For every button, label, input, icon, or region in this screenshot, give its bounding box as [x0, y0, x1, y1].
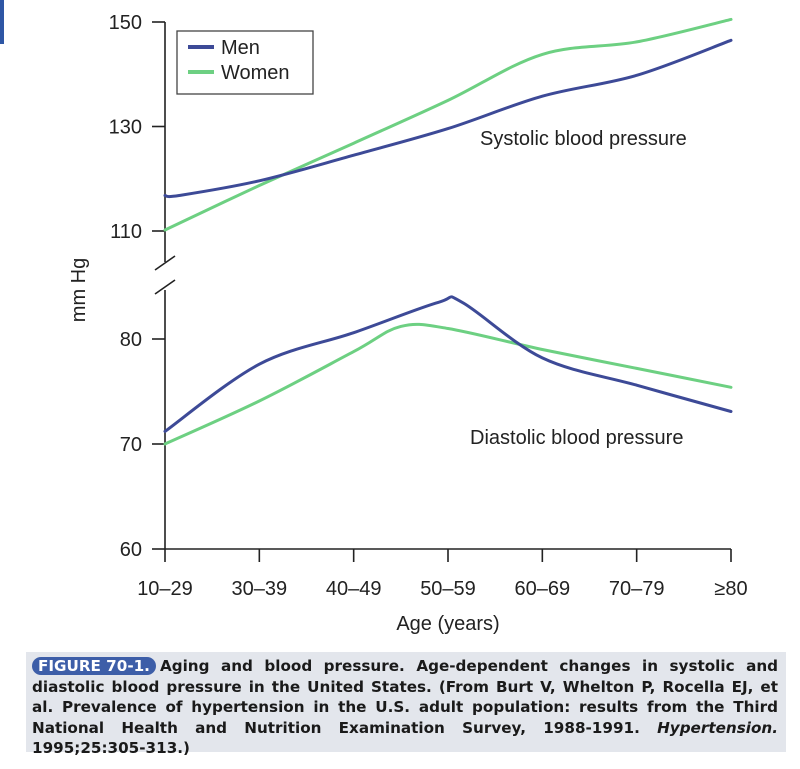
legend-label-women: Women	[221, 62, 290, 84]
diastolic-annotation: Diastolic blood pressure	[470, 427, 683, 449]
y-tick-label: 60	[120, 539, 142, 561]
caption-title: Aging and blood pressure.	[159, 657, 405, 675]
systolic-women-line	[163, 17, 733, 232]
legend-label-men: Men	[221, 37, 260, 59]
systolic-men-line	[163, 38, 733, 199]
x-tick-label: 40–49	[326, 578, 382, 600]
axis-break-mark-2	[154, 279, 176, 295]
systolic-annotation: Systolic blood pressure	[480, 128, 687, 150]
x-tick-label: 50–59	[420, 578, 476, 600]
y-axis-label: mm Hg	[68, 258, 90, 322]
y-tick-label: 110	[110, 221, 142, 243]
x-axis-label: Age (years)	[396, 613, 499, 635]
y-ticks: 150 130 110 80 70 60	[109, 12, 165, 561]
legend-box	[176, 30, 314, 95]
y-tick-label: 70	[120, 434, 142, 456]
annotations: Systolic blood pressure Diastolic blood p…	[470, 128, 687, 449]
y-tick-label: 150	[109, 12, 142, 34]
axis-break-mark-1	[154, 255, 176, 271]
caption-journal: Hypertension.	[657, 718, 778, 737]
x-tick-label: ≥80	[714, 578, 747, 600]
x-tick-label: 70–79	[609, 578, 665, 600]
caption-citation: 1995;25:305-313.)	[32, 739, 190, 757]
figure-label: FIGURE 70-1.	[32, 657, 156, 675]
x-tick-label: 30–39	[232, 578, 288, 600]
figure-caption: FIGURE 70-1. Aging and blood pressure. Ag…	[26, 652, 786, 757]
series-lines	[163, 17, 733, 446]
diastolic-men-line	[163, 295, 733, 433]
x-tick-label: 60–69	[515, 578, 571, 600]
page-edge-marker	[0, 0, 4, 44]
caption-text: Age-dependent changes in systolic and di…	[32, 657, 779, 737]
legend: Men Women	[176, 30, 314, 95]
blood-pressure-chart: 150 130 110 80 70 60 10–29 30–39 40–49 50–59 60–6…	[68, 12, 748, 635]
diastolic-women-line	[163, 322, 733, 446]
axes	[154, 22, 731, 550]
x-tick-label: 10–29	[137, 578, 193, 600]
x-ticks: 10–29 30–39 40–49 50–59 60–69 70–79 ≥80	[137, 549, 748, 600]
y-tick-label: 80	[120, 329, 142, 351]
y-tick-label: 130	[109, 117, 142, 139]
